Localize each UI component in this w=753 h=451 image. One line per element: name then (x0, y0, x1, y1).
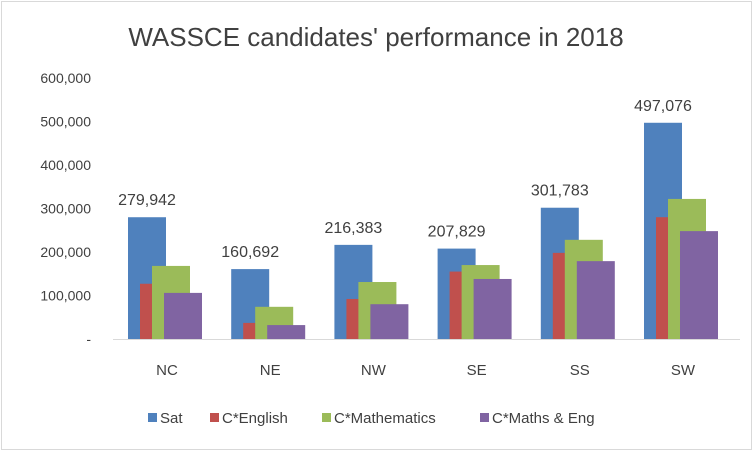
y-tick-label: 300,000 (40, 201, 91, 217)
legend-item: C*Maths & Eng (480, 410, 595, 427)
x-axis: NC NE NW SE SS SW (156, 362, 696, 379)
x-tick-label: SS (570, 362, 590, 379)
y-axis: - 100,000 200,000 300,000 400,000 500,000 600,… (40, 70, 91, 347)
data-label: 301,783 (531, 183, 589, 200)
legend-swatch (210, 413, 219, 422)
bar-c-maths-eng-nc (164, 292, 202, 339)
legend-swatch (148, 413, 157, 422)
bar-c-maths-eng-nw (370, 304, 409, 339)
data-label: 497,076 (634, 98, 692, 115)
y-tick-label: 500,000 (40, 114, 91, 130)
y-tick-label: 200,000 (40, 244, 91, 260)
bar-c-maths-eng-sw (680, 231, 718, 339)
data-label: 207,829 (428, 224, 486, 241)
bar-group-ss: 301,783 (531, 183, 615, 339)
x-tick-label: SW (671, 362, 696, 379)
legend-swatch (322, 413, 331, 422)
bar-group-nw: 216,383 (324, 220, 409, 339)
legend: Sat C*English C*Mathematics C*Maths & Eng (148, 410, 595, 427)
legend-label: C*English (222, 410, 288, 427)
bar-group-nc: 279,942 (118, 192, 202, 339)
data-label: 216,383 (324, 220, 382, 237)
y-tick-label: 600,000 (40, 70, 91, 86)
legend-item: C*Mathematics (322, 410, 436, 427)
x-tick-label: NW (361, 362, 387, 379)
x-tick-label: NE (260, 362, 281, 379)
legend-item: C*English (210, 410, 288, 427)
legend-label: Sat (160, 410, 183, 427)
x-tick-label: NC (156, 362, 178, 379)
x-tick-label: SE (467, 362, 487, 379)
bar-c-maths-eng-ss (576, 261, 615, 339)
bars: 279,942 160,692 216,383 207,829 301,783 497,0… (118, 98, 718, 339)
data-label: 279,942 (118, 192, 176, 209)
bar-c-maths-eng-se (473, 278, 512, 339)
legend-swatch (480, 413, 489, 422)
bar-group-ne: 160,692 (221, 244, 306, 339)
bar-group-sw: 497,076 (634, 98, 718, 339)
y-tick-label: - (86, 331, 91, 347)
data-label: 160,692 (221, 244, 279, 261)
y-tick-label: 100,000 (40, 288, 91, 304)
legend-label: C*Maths & Eng (492, 410, 595, 427)
bar-group-se: 207,829 (428, 224, 512, 339)
y-tick-label: 400,000 (40, 157, 91, 173)
legend-label: C*Mathematics (334, 410, 436, 427)
bar-c-maths-eng-ne (267, 325, 306, 339)
legend-item: Sat (148, 410, 183, 427)
chart-title: WASSCE candidates' performance in 2018 (128, 22, 623, 52)
